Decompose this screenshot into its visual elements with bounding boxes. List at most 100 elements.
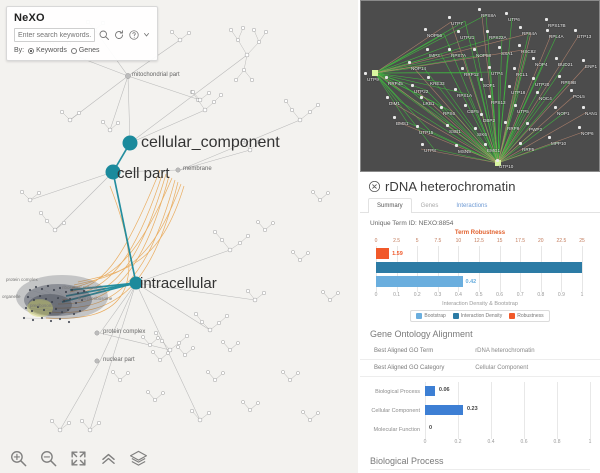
gene-node-dot[interactable] <box>461 67 464 70</box>
gene-node-dot[interactable] <box>545 18 548 21</box>
tab-interactions[interactable]: Interactions <box>456 203 488 209</box>
gene-node-dot[interactable] <box>440 106 443 109</box>
term-detail-panel[interactable]: rDNA heterochromatin Summary Genes Inter… <box>360 172 600 473</box>
go-bar-value-mf: 0 <box>429 425 433 431</box>
gene-node-dot[interactable] <box>420 96 423 99</box>
go-bar-plot-cc: 0.23 <box>425 401 591 420</box>
gene-node-dot[interactable] <box>478 8 481 11</box>
layers-icon[interactable] <box>129 449 148 468</box>
search-icon[interactable] <box>98 29 110 41</box>
axis-tick-top: 25 <box>579 238 585 244</box>
gene-node-dot[interactable] <box>526 122 529 125</box>
gene-node-dot[interactable] <box>385 76 388 79</box>
gene-interaction-network[interactable]: UTP9 UTP7 RPS8A UTP6 RPS17B NOP56 UTP21 RPS22A R… <box>360 0 600 172</box>
gene-node-dot[interactable] <box>548 136 551 139</box>
metric-bar-bootstrap <box>376 276 463 287</box>
gene-node-dot[interactable] <box>427 76 430 79</box>
gene-node-dot[interactable] <box>364 72 367 75</box>
tab-genes[interactable]: Genes <box>420 203 439 209</box>
radio-genes[interactable]: Genes <box>70 47 99 54</box>
gene-node-dot[interactable] <box>448 48 451 51</box>
legend-swatch-interaction-density <box>452 313 459 319</box>
gene-node-dot[interactable] <box>582 59 585 62</box>
gene-node-dot[interactable] <box>408 61 411 64</box>
zoom-in-icon[interactable] <box>9 449 28 468</box>
gene-node-dot[interactable] <box>518 44 521 47</box>
radio-keywords[interactable]: Keywords <box>28 47 67 54</box>
gene-node-dot[interactable] <box>386 96 389 99</box>
term-robustness-title: Term Robustness <box>454 230 506 236</box>
gene-node-dot[interactable] <box>498 46 501 49</box>
gene-node-dot[interactable] <box>473 48 476 51</box>
tab-summary[interactable]: Summary <box>368 198 412 213</box>
gene-node-dot[interactable] <box>464 104 467 107</box>
gene-node-dot[interactable] <box>393 116 396 119</box>
chevron-down-icon[interactable] <box>143 29 150 41</box>
gene-node-dot[interactable] <box>455 144 458 147</box>
axis-tick-bottom: 0.4 <box>454 292 462 298</box>
grid-line <box>491 420 492 439</box>
gene-node-dot[interactable] <box>424 28 427 31</box>
legend-interaction-density: Interaction Density <box>452 313 502 319</box>
gene-node-dot[interactable] <box>505 12 508 15</box>
axis-tick-bottom: 0.5 <box>475 292 483 298</box>
gene-node-dot[interactable] <box>519 26 522 29</box>
gene-node-dot[interactable] <box>421 143 424 146</box>
refresh-icon[interactable] <box>113 29 125 41</box>
ontology-graph-canvas[interactable] <box>0 0 358 473</box>
search-by-label: By: <box>14 47 25 54</box>
search-input[interactable] <box>14 28 95 42</box>
graph-node-cellular-component <box>122 135 138 151</box>
axis-tick-top: 7.5 <box>434 238 442 244</box>
metric-bar-robustness <box>376 248 390 259</box>
zoom-out-icon[interactable] <box>39 449 58 468</box>
gene-node-dot[interactable] <box>488 66 491 69</box>
fit-screen-icon[interactable] <box>69 449 88 468</box>
gene-node-dot[interactable] <box>554 106 557 109</box>
gene-node-dot[interactable] <box>519 142 522 145</box>
gene-node-dot[interactable] <box>508 85 511 88</box>
gene-node-dot[interactable] <box>570 89 573 92</box>
gene-node-dot[interactable] <box>411 84 414 87</box>
grid-line <box>524 382 525 401</box>
axis-tick-bottom: 0.2 <box>413 292 421 298</box>
gene-node-dot[interactable] <box>480 113 483 116</box>
search-panel[interactable]: NeXO <box>6 6 158 61</box>
gene-node-dot[interactable] <box>488 95 491 98</box>
gene-node-dot[interactable] <box>578 126 581 129</box>
gene-node-dot[interactable] <box>536 91 539 94</box>
gene-node-dot[interactable] <box>574 29 577 32</box>
gene-node-dot[interactable] <box>504 121 507 124</box>
radio-keywords-label: Keywords <box>36 47 67 54</box>
gene-node-dot[interactable] <box>457 30 460 33</box>
collapse-icon[interactable] <box>99 449 118 468</box>
gene-node-dot[interactable] <box>496 159 499 162</box>
gene-node-dot[interactable] <box>486 30 489 33</box>
gene-node-dot[interactable] <box>474 127 477 130</box>
gene-node-dot[interactable] <box>480 78 483 81</box>
term-robustness-axis: 0 2.5 5 7.5 10 12.5 15 17.5 20 22.5 25 <box>370 238 590 246</box>
gene-node-dot[interactable] <box>416 125 419 128</box>
help-icon[interactable] <box>128 29 140 41</box>
gene-node-dot[interactable] <box>513 67 516 70</box>
axis-tick-bottom: 0.9 <box>557 292 565 298</box>
gene-node-dot[interactable] <box>532 77 535 80</box>
gene-node-dot[interactable] <box>484 143 487 146</box>
gene-network-canvas[interactable] <box>361 1 600 172</box>
axis-tick-bottom: 0 <box>374 292 378 298</box>
gene-node-dot[interactable] <box>555 57 558 60</box>
ontology-graph-panel[interactable]: cellular_component cell part intracellul… <box>0 0 358 473</box>
gene-node-dot[interactable] <box>454 88 457 91</box>
gene-node-dot[interactable] <box>514 104 517 107</box>
gene-node-dot[interactable] <box>546 29 549 32</box>
gene-node-dot[interactable] <box>426 48 429 51</box>
gene-node-dot[interactable] <box>582 106 585 109</box>
go-axis-tick: 0.8 <box>553 439 561 445</box>
close-icon[interactable] <box>368 180 381 193</box>
gene-node-dot[interactable] <box>448 16 451 19</box>
gene-node-dot[interactable] <box>558 75 561 78</box>
gene-node-dot[interactable] <box>446 124 449 127</box>
gene-node-dot[interactable] <box>532 57 535 60</box>
table-row: Best Aligned GO Term rDNA heterochromati… <box>360 343 600 360</box>
density-bootstrap-axis: 0 0.1 0.2 0.3 0.4 0.5 0.6 0.7 0.8 0.9 1 <box>370 292 590 300</box>
